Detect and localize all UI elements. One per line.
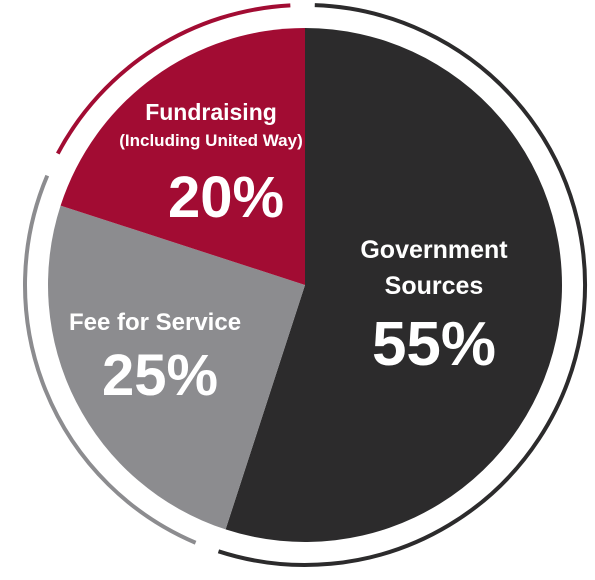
pie-slice-fee-for-service bbox=[48, 205, 305, 530]
outer-ring-dark-arc bbox=[217, 3, 587, 567]
slice-label-government-line2: Sources bbox=[385, 272, 484, 300]
slice-label-fundraising-line2: (Including United Way) bbox=[119, 131, 303, 150]
slice-label-fundraising-line1: Fundraising bbox=[145, 99, 277, 125]
pie-slice-government-sources bbox=[225, 28, 562, 542]
slice-label-fee-for-service: Fee for Service bbox=[69, 309, 241, 336]
slice-value-fee-for-service: 25% bbox=[102, 343, 218, 408]
slice-label-government-line1: Government bbox=[360, 236, 508, 264]
slice-value-government: 55% bbox=[372, 310, 496, 379]
outer-ring-gray-arc bbox=[23, 174, 197, 545]
pie-slice-fundraising bbox=[60, 28, 305, 285]
slice-value-fundraising: 20% bbox=[168, 165, 284, 230]
outer-ring-red-arc bbox=[56, 3, 291, 155]
